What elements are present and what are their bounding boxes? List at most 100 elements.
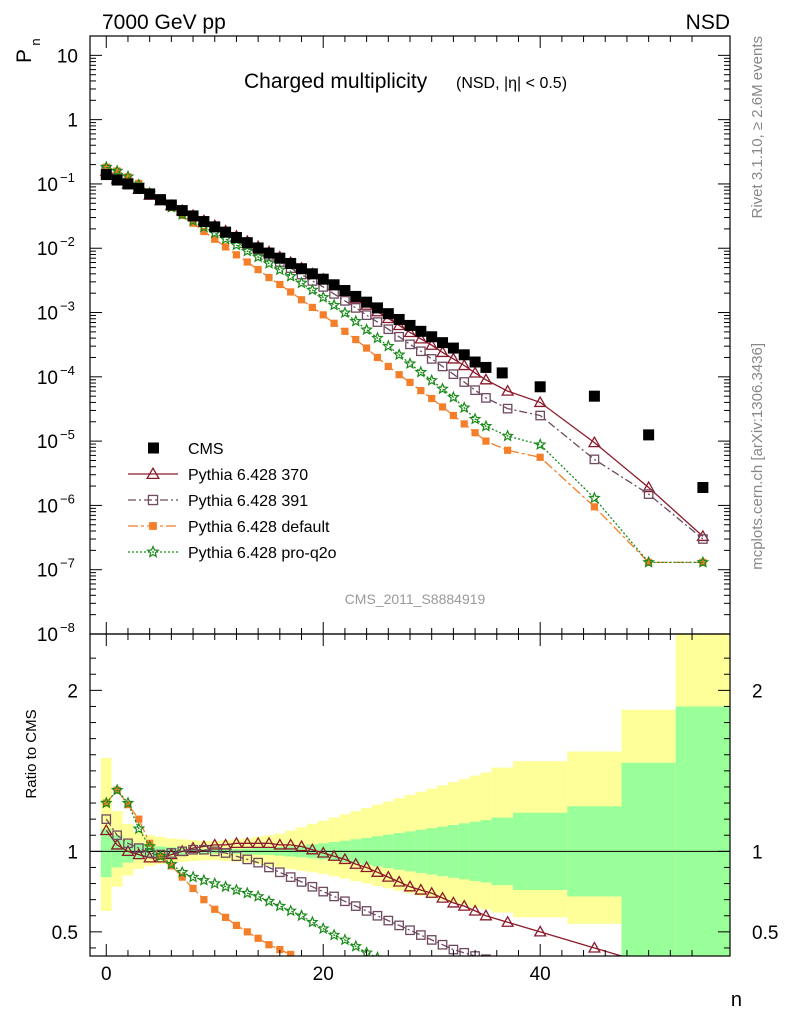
ratio-series-point [240,836,254,848]
main-series-point [405,339,415,350]
ratio-series-point [188,844,198,855]
main-series-point [363,344,371,352]
ratio-series-point [143,839,157,852]
ratio-series-point [102,799,110,807]
cms-data-point [588,390,600,402]
main-series-point [392,348,406,361]
ratio-series-point [112,830,122,841]
main-series-point [305,283,319,296]
main-frame [89,35,731,635]
main-series-point [211,235,219,243]
ratio-series-point [200,896,208,904]
ratio-series-point [306,915,319,928]
cms-data-point [241,237,253,249]
ratio-series-point [481,954,491,956]
ratio-tick-label-right: 2 [752,681,763,702]
cms-data-point [415,325,427,337]
main-series-point [479,373,493,385]
main-series-point [340,295,350,306]
ratio-series-point [284,904,298,917]
ratio-series-point [189,884,197,892]
cms-data-point [447,342,459,354]
cms-data-point [133,182,145,194]
main-series-point [482,437,490,445]
ratio-series-point [457,899,471,911]
cms-data-point [220,226,232,238]
ratio-series-point [166,848,177,858]
ratio-series-point [381,870,395,882]
ratio-series-point [251,836,265,848]
main-series-point [287,288,295,296]
ratio-tick-label-left: 2 [67,681,78,702]
ratio-series-point [415,930,426,940]
main-series-point [124,173,132,181]
legend-entry-label: Pythia 6.428 pro-q2o [188,545,337,562]
ratio-series-point [338,933,352,946]
ratio-series-line [105,789,376,956]
main-series-point [265,273,273,282]
ratio-series-point [177,846,188,857]
main-tick-exponent: −3 [60,299,75,314]
ratio-series-point [296,877,307,887]
main-tick-label: 10 [37,432,58,453]
main-tick-label: 10 [37,561,58,582]
cms-data-point [371,302,383,314]
cms-data-point [165,199,177,211]
ratio-series-point [285,872,296,882]
ratio-series-point [220,848,231,858]
analysis-watermark: CMS_2011_S8884919 [345,591,486,607]
cms-data-point [263,247,275,259]
ratio-series-point [242,854,253,865]
main-series-point [254,266,262,274]
header-left-label: 7000 GeV pp [102,11,226,34]
ratio-series-point [221,913,230,921]
main-series-point [446,390,460,403]
main-series-point [425,373,438,386]
stat-uncertainty-band [621,762,676,956]
ratio-series-point [533,925,547,937]
stat-uncertainty-band [100,828,112,878]
ratio-series-point [425,886,439,898]
main-series-point [643,489,654,499]
ratio-series-point [208,876,222,890]
main-series-point [457,401,471,414]
legend-entry-label: CMS [188,441,224,458]
main-tick-exponent: −2 [60,234,75,249]
cms-data-point [496,367,508,379]
ratio-series-point [297,955,306,956]
main-tick-label: 10 [37,239,58,260]
ratio-series-point [318,886,329,897]
ratio-series-point [307,881,318,892]
ratio-series-point [121,844,135,857]
main-series-point [587,435,601,448]
ratio-series-point [264,862,274,873]
ratio-series-point [135,815,143,823]
ratio-series-point [276,945,284,954]
ratio-series-point [392,875,406,887]
ratio-series-point [209,846,220,857]
main-series-point [417,387,425,395]
main-series-point [446,352,460,364]
ratio-series-point [295,909,308,922]
ratio-series-point [253,857,263,868]
main-series-point [403,356,417,370]
legend-entry-label: Pythia 6.428 391 [188,493,308,510]
cms-data-point [350,290,362,302]
ratio-series-point [349,939,363,952]
main-series-layer [99,160,710,568]
main-series-point [341,327,349,335]
cms-data-point [480,361,492,373]
ratio-series-point [316,921,330,935]
ratio-series-point [349,857,363,869]
main-series-point [588,491,601,504]
cms-data-point [534,381,546,393]
ratio-series-point [360,860,374,873]
cms-data-point [296,263,308,275]
main-series-point [330,319,338,327]
main-series-point [428,394,436,403]
ratio-series-point [199,844,209,855]
ratio-tick-label-left: 1 [67,842,78,863]
ratio-tick-label-right: 0.5 [752,923,778,944]
ratio-series-point [273,899,287,912]
